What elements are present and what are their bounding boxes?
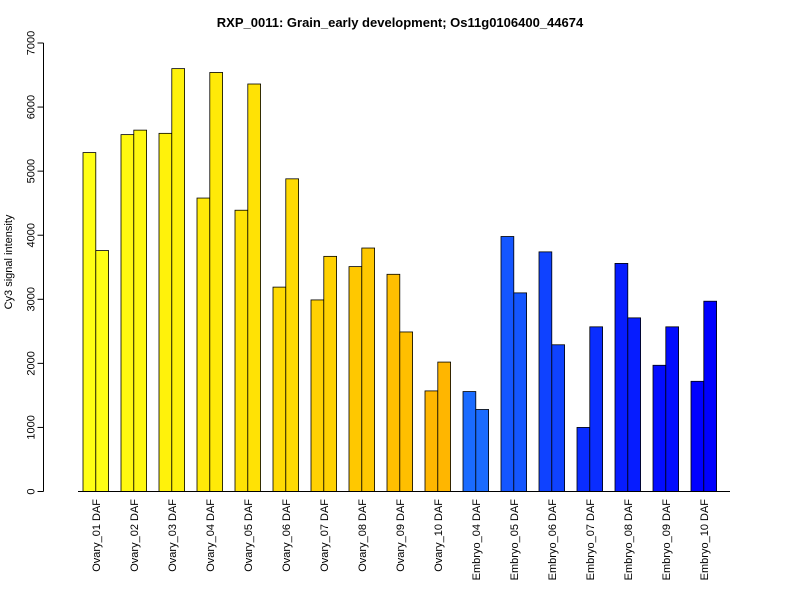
bar xyxy=(82,152,97,492)
bar xyxy=(500,236,515,492)
bar xyxy=(209,72,224,492)
x-tick-label: Ovary_04 DAF xyxy=(205,499,217,572)
bar xyxy=(323,255,337,492)
chart-title: RXP_0011: Grain_early development; Os11g… xyxy=(217,15,584,30)
bar xyxy=(424,390,439,492)
bar xyxy=(665,326,679,492)
x-tick-label: Ovary_01 DAF xyxy=(91,499,103,572)
x-tick-label: Ovary_05 DAF xyxy=(243,499,255,572)
y-tick-label: 5000 xyxy=(26,159,38,183)
bar xyxy=(690,380,705,492)
bar xyxy=(551,344,565,492)
x-axis-tick-labels: Ovary_01 DAF Ovary_02 DAF Ovary_03 DAF Ovar… xyxy=(91,499,711,581)
bar xyxy=(133,129,148,492)
x-tick-label: Embryo_07 DAF xyxy=(585,499,597,581)
bar-series xyxy=(82,68,717,492)
x-tick-label: Ovary_06 DAF xyxy=(281,499,293,572)
x-tick-label: Ovary_08 DAF xyxy=(357,499,369,572)
bar xyxy=(538,251,553,492)
x-tick-label: Embryo_08 DAF xyxy=(623,499,635,581)
bar xyxy=(348,266,363,492)
y-tick-label: 0 xyxy=(26,488,38,494)
bar xyxy=(95,250,110,492)
bar xyxy=(462,391,477,492)
x-tick-label: Ovary_09 DAF xyxy=(395,499,407,572)
y-tick-label: 2000 xyxy=(26,351,38,375)
bar xyxy=(171,68,186,492)
bar xyxy=(310,299,325,492)
y-tick-label: 7000 xyxy=(26,31,38,55)
bar xyxy=(627,317,641,492)
bar xyxy=(652,364,667,492)
y-tick-label: 1000 xyxy=(26,415,38,439)
y-tick-label: 6000 xyxy=(26,95,38,119)
x-tick-label: Embryo_05 DAF xyxy=(509,499,521,581)
bar xyxy=(614,263,629,492)
bar xyxy=(386,273,401,492)
x-tick-label: Embryo_04 DAF xyxy=(471,499,483,581)
bar xyxy=(272,286,287,492)
y-tick-label: 3000 xyxy=(26,287,38,311)
x-tick-label: Ovary_10 DAF xyxy=(433,499,445,572)
x-tick-label: Embryo_10 DAF xyxy=(699,499,711,581)
y-axis: 0 1000 2000 3000 4000 5000 6000 7000 xyxy=(26,31,44,495)
x-tick-label: Embryo_09 DAF xyxy=(661,499,673,581)
bar xyxy=(247,83,262,492)
bar xyxy=(120,134,135,492)
bar xyxy=(475,409,489,492)
bar xyxy=(399,331,413,492)
bar xyxy=(158,132,173,492)
bar xyxy=(361,247,375,492)
bar xyxy=(437,361,451,492)
x-tick-label: Ovary_03 DAF xyxy=(167,499,179,572)
bar xyxy=(589,326,603,492)
bar xyxy=(285,178,299,492)
y-axis-label: Cy3 signal intensity xyxy=(3,214,15,309)
bar xyxy=(513,292,527,492)
y-tick-label: 4000 xyxy=(26,223,38,247)
bar xyxy=(703,300,717,492)
bar xyxy=(196,197,211,492)
x-tick-label: Embryo_06 DAF xyxy=(547,499,559,581)
bar xyxy=(576,427,591,492)
bar xyxy=(234,209,249,492)
x-tick-label: Ovary_07 DAF xyxy=(319,499,331,572)
x-tick-label: Ovary_02 DAF xyxy=(129,499,141,572)
